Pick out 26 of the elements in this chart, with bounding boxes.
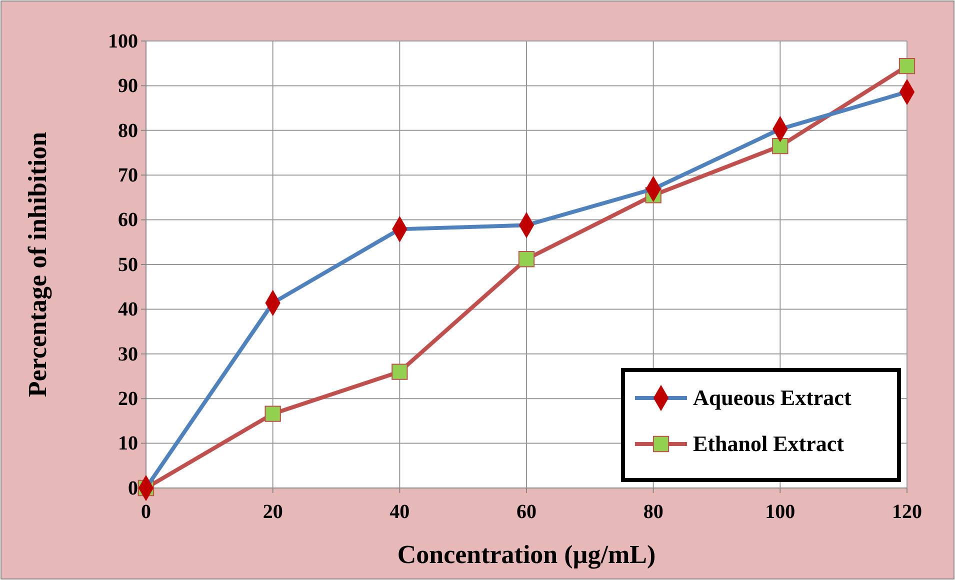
y-tick-label: 40	[118, 298, 138, 321]
x-axis-title: Concentration (µg/mL)	[397, 540, 656, 569]
x-tick-label: 80	[643, 501, 664, 523]
y-tick-label: 10	[118, 432, 138, 455]
legend-label: Aqueous Extract	[693, 385, 852, 410]
y-tick-label: 60	[118, 209, 138, 232]
y-tick-label: 80	[118, 120, 138, 142]
point	[772, 138, 788, 154]
y-tick-label: 50	[118, 254, 138, 276]
y-tick-label: 100	[108, 30, 138, 52]
point	[518, 251, 535, 268]
x-tick-label: 120	[892, 501, 922, 523]
legend-label: Ethanol Extract	[693, 431, 845, 456]
point	[898, 58, 916, 74]
y-tick-label: 20	[118, 388, 138, 410]
y-tick-label: 90	[118, 75, 138, 98]
y-axis-title: Percentage of inhibition	[23, 131, 52, 398]
y-tick-label: 0	[128, 477, 138, 500]
point	[264, 406, 281, 422]
point	[392, 364, 408, 380]
x-tick-label: 60	[516, 501, 536, 523]
x-tick-label: 100	[765, 501, 796, 523]
x-tick-label: 20	[262, 501, 283, 523]
y-tick-label: 30	[118, 343, 138, 366]
x-tick-label: 40	[390, 501, 410, 523]
y-tick-label: 70	[118, 164, 138, 186]
